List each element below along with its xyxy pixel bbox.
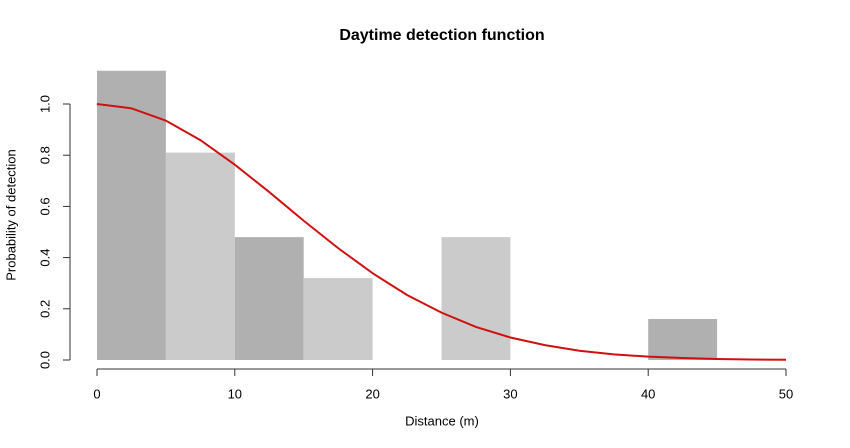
x-tick-label: 40 [641, 386, 655, 401]
chart-title: Daytime detection function [339, 27, 544, 44]
x-axis-label: Distance (m) [405, 413, 479, 428]
bar [97, 70, 166, 360]
y-tick-label: 1.0 [37, 95, 52, 113]
bar [303, 278, 373, 360]
x-tick-label: 0 [93, 386, 100, 401]
x-tick-label: 20 [365, 386, 379, 401]
x-tick-label: 50 [779, 386, 793, 401]
bar [441, 237, 511, 360]
detection-curve [96, 103, 787, 361]
bar [165, 152, 235, 360]
bar [648, 319, 718, 360]
y-tick-label: 0.2 [37, 300, 52, 318]
y-tick-label: 0.6 [37, 197, 52, 215]
x-tick-label: 10 [228, 386, 242, 401]
y-tick-label: 0.4 [37, 249, 52, 267]
y-axis-label: Probability of detection [3, 149, 18, 281]
x-tick-label: 30 [503, 386, 517, 401]
bar [234, 237, 304, 360]
y-tick-label: 0.0 [37, 351, 52, 369]
y-tick-label: 0.8 [37, 146, 52, 164]
